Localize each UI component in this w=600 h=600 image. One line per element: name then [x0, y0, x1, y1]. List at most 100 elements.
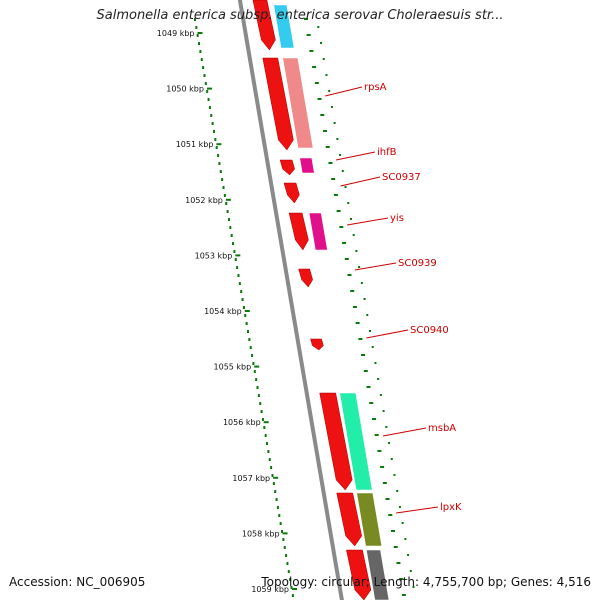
- gc-skew-dot: [267, 450, 270, 453]
- gene-leader-line: [396, 506, 439, 514]
- gc-content-dash: [396, 562, 401, 564]
- gc-content-dot: [358, 266, 361, 268]
- gc-skew-dot: [291, 594, 294, 597]
- gc-skew-dot: [198, 42, 201, 45]
- gene-label-sc0940: SC0940: [410, 325, 449, 336]
- kbp-tick-label: 1052 kbp: [185, 196, 223, 205]
- cds-arrow: [262, 57, 294, 151]
- gene-leader-line: [335, 151, 376, 161]
- gene-leader-line: [340, 176, 381, 187]
- gc-skew-dot: [281, 530, 283, 533]
- gc-content-dash: [333, 194, 338, 196]
- gc-skew-dot: [241, 298, 244, 301]
- genome-summary-text: Topology: circular; Length: 4,755,700 bp…: [261, 575, 591, 589]
- gc-skew-dot: [232, 242, 235, 245]
- gc-skew-dot: [242, 306, 245, 309]
- cds-arrow: [319, 392, 353, 491]
- kbp-tick-label: 1059 kbp: [251, 585, 289, 594]
- gc-skew-dot: [226, 210, 229, 213]
- gc-skew-dot: [249, 346, 252, 349]
- gc-content-dash: [388, 514, 393, 516]
- gc-content-dot: [404, 538, 407, 540]
- gc-content-dot: [388, 442, 391, 444]
- kbp-tick-mark: [292, 588, 298, 590]
- gc-content-dash: [342, 242, 347, 244]
- gc-skew-dot: [274, 490, 277, 493]
- gc-content-dash: [325, 146, 330, 148]
- gc-content-dash: [303, 18, 308, 20]
- kbp-tick-mark: [197, 32, 203, 34]
- gc-skew-dot: [261, 418, 264, 421]
- gc-skew-dot: [247, 330, 249, 333]
- gene-label-rpsa: rpsA: [364, 82, 387, 93]
- kbp-tick-mark: [244, 310, 250, 312]
- gc-skew-dot: [240, 290, 243, 293]
- gc-skew-dot: [282, 538, 285, 541]
- gc-skew-dot: [223, 194, 226, 197]
- gc-skew-dot: [245, 322, 248, 325]
- gc-content-dash: [366, 386, 371, 388]
- gc-content-dash: [399, 578, 404, 580]
- kbp-tick-mark: [216, 143, 222, 146]
- gc-content-dot: [377, 378, 380, 380]
- gc-content-dash: [393, 546, 398, 548]
- gc-skew-dot: [199, 50, 202, 53]
- gc-content-dash: [358, 338, 363, 340]
- cog-block: [366, 549, 390, 600]
- gc-content-dash: [355, 322, 360, 324]
- gc-content-dot: [401, 522, 404, 524]
- cog-block: [356, 492, 383, 547]
- gc-skew-dot: [268, 458, 271, 461]
- gc-content-dash: [320, 114, 325, 116]
- gene-label-ihfb: ihfB: [377, 147, 397, 158]
- gene-leader-line: [366, 329, 409, 339]
- gc-skew-dot: [264, 434, 267, 437]
- cds-arrow: [346, 549, 372, 600]
- cds-arrow: [288, 212, 309, 251]
- gc-content-dash: [336, 210, 341, 212]
- gc-content-dot: [320, 42, 323, 44]
- gene-label-sc0939: SC0939: [398, 258, 437, 269]
- gc-content-dot: [317, 26, 320, 28]
- gc-content-dot: [396, 490, 399, 492]
- kbp-tick-label: 1056 kbp: [223, 418, 261, 427]
- gc-content-dot: [385, 426, 388, 428]
- gc-content-dot: [393, 474, 396, 476]
- cds-arrow: [336, 492, 362, 547]
- gc-content-dot: [349, 218, 352, 220]
- gene-leader-line: [325, 86, 363, 97]
- gc-skew-dot: [271, 474, 274, 477]
- gc-skew-dot: [272, 482, 275, 485]
- gene-label-msba: msbA: [428, 423, 456, 434]
- gc-skew-dot: [206, 90, 209, 93]
- gc-skew-dot: [230, 234, 233, 237]
- gc-content-dot: [409, 570, 412, 572]
- gc-content-dot: [407, 554, 410, 556]
- gc-content-dash: [361, 354, 366, 356]
- gc-content-dot: [325, 74, 328, 76]
- gc-content-dot: [328, 90, 331, 92]
- cds-arrow: [283, 182, 300, 204]
- cog-block: [339, 392, 373, 491]
- gc-skew-dot: [222, 186, 225, 189]
- accession-text: Accession: NC_006905: [9, 575, 146, 589]
- gc-content-dot: [336, 138, 339, 140]
- gc-content-dot: [355, 250, 358, 252]
- gc-skew-dot: [263, 426, 266, 429]
- gc-content-dash: [382, 482, 387, 484]
- gc-skew-dot: [275, 498, 278, 501]
- gc-content-dash: [377, 450, 382, 452]
- gc-skew-dot: [238, 282, 241, 285]
- gc-content-dot: [374, 362, 377, 364]
- kbp-tick-mark: [282, 532, 288, 535]
- gc-content-dash: [350, 290, 355, 292]
- gc-content-dash: [339, 226, 344, 228]
- gc-content-dot: [322, 58, 325, 60]
- map-title: Salmonella enterica subsp. enterica sero…: [96, 8, 504, 23]
- gc-content-dash: [401, 594, 406, 596]
- gc-skew-dot: [256, 386, 259, 389]
- gc-skew-dot: [225, 202, 228, 205]
- gc-content-dot: [330, 106, 333, 108]
- gc-skew-dot: [227, 218, 230, 221]
- gc-skew-dot: [200, 58, 203, 61]
